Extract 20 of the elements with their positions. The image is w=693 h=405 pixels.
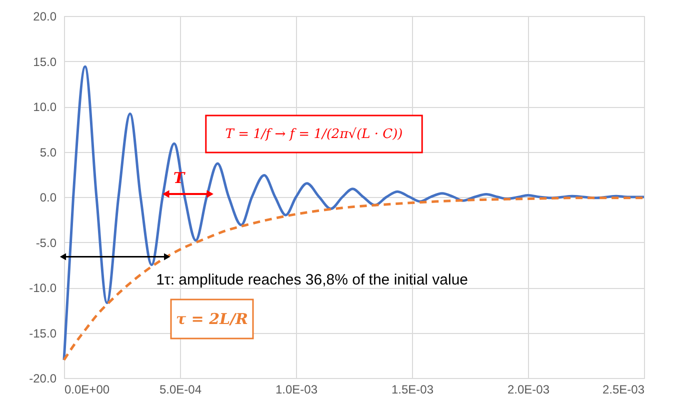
x-tick-label: 1.5E-03 <box>391 382 434 396</box>
y-tick-label: 5.0 <box>40 145 57 160</box>
y-tick-label: 15.0 <box>33 54 57 69</box>
x-tick-label: 1.0E-03 <box>275 382 318 396</box>
y-tick-label: 0.0 <box>40 190 57 204</box>
y-tick-label: 10.0 <box>33 100 57 114</box>
y-tick-label: -10.0 <box>29 281 57 295</box>
line-series <box>62 65 646 362</box>
line-series <box>62 196 646 362</box>
y-tick-label: -20.0 <box>29 372 57 386</box>
x-tick-label: 5.0E-04 <box>159 382 202 396</box>
y-tick-label: 20.0 <box>33 10 57 24</box>
y-tick-label: -5.0 <box>36 236 57 250</box>
annotation: 1τ: amplitude reaches 36,8% of the initial value <box>156 272 468 289</box>
annotation: T = 1/f → f = 1/(2π√(L · C)) <box>225 127 403 142</box>
x-tick-label: 2.5E-03 <box>602 382 645 396</box>
annotation: τ = 2L/R <box>176 310 248 328</box>
y-tick-label: -15.0 <box>29 326 57 340</box>
x-tick-label: 2.0E-03 <box>507 382 550 396</box>
x-tick-label: 0.0E+00 <box>64 382 110 396</box>
